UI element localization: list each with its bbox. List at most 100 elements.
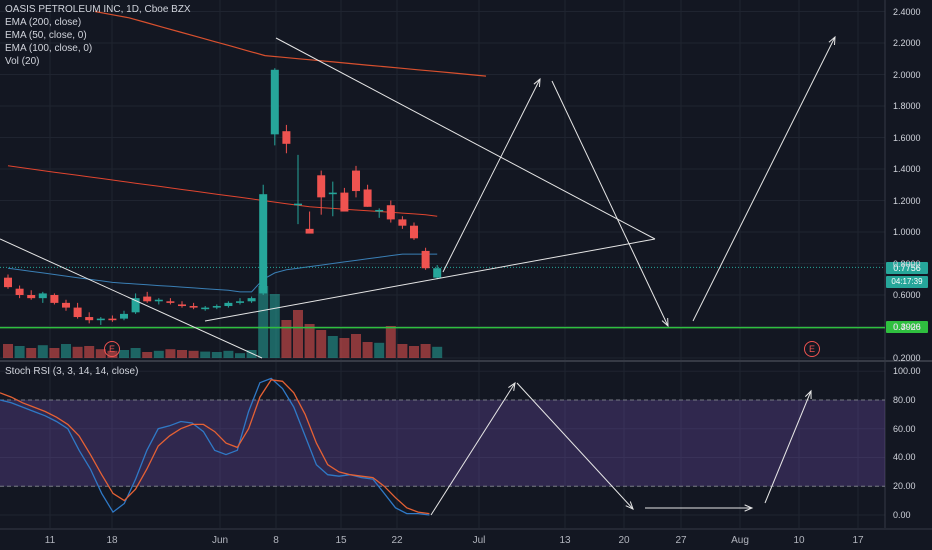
time-tick-label: Jul	[472, 535, 486, 546]
price-tick-label: 1.6000	[893, 132, 921, 143]
projection-arrow-down	[551, 80, 669, 327]
candle-body	[340, 192, 349, 212]
stoch-rsi-label[interactable]: Stoch RSI (3, 3, 14, 14, close)	[5, 366, 139, 377]
earnings-badge[interactable]: E	[104, 341, 120, 357]
indicator-ema100-label[interactable]: EMA (100, close, 0)	[5, 43, 93, 54]
candle-body	[375, 209, 384, 212]
volume-bar	[258, 286, 269, 358]
time-tick-label: 15	[335, 535, 347, 546]
candle-body	[27, 295, 36, 299]
candle-body	[154, 299, 163, 302]
volume-bar	[188, 350, 199, 358]
projection-arrow-up	[442, 78, 541, 273]
stoch-rsi-lines	[0, 377, 430, 516]
ema50-line	[7, 253, 438, 293]
price-tick-label: 2.2000	[893, 38, 921, 48]
candle-body	[73, 307, 82, 318]
candle-body	[189, 306, 198, 308]
candle-body	[96, 318, 105, 321]
volume-bar	[14, 346, 25, 358]
candle-body	[108, 318, 117, 321]
projection-arrow-down-head	[661, 317, 669, 328]
price-tick-label: 1.2000	[893, 195, 921, 206]
earnings-badge-future[interactable]: E	[804, 341, 820, 357]
candle-body	[166, 301, 175, 303]
price-tick-label: 0.8000	[893, 258, 921, 269]
volume-bar	[397, 344, 408, 358]
candlesticks	[4, 68, 442, 325]
indicator-ema50-label[interactable]: EMA (50, close, 0)	[5, 30, 87, 41]
triangle-lower-line	[204, 238, 656, 322]
volume-bar	[374, 342, 385, 358]
volume-bar	[432, 346, 443, 358]
time-tick-label: 22	[391, 535, 403, 546]
candle-body	[212, 306, 221, 308]
indicator-vol-label[interactable]: Vol (20)	[5, 56, 40, 67]
ema100-line	[94, 10, 487, 77]
volume-bars	[3, 286, 443, 358]
volume-bar	[316, 330, 327, 358]
volume-bar	[339, 338, 350, 358]
osc-arrow-up-2	[764, 390, 812, 504]
volume-bar	[327, 336, 338, 358]
stoch-rsi-band	[0, 399, 885, 487]
volume-bar	[246, 350, 257, 358]
volume-bar	[351, 334, 361, 358]
volume-bar	[223, 350, 234, 358]
candle-body	[4, 277, 12, 288]
stoch-d-line	[0, 379, 430, 515]
osc-arrow-up-head	[508, 381, 516, 391]
candle-body	[259, 194, 268, 294]
osc-arrow-down	[516, 382, 634, 510]
time-tick-label: Jun	[211, 535, 229, 546]
candle-body	[201, 307, 210, 310]
price-tick-label: 2.0000	[893, 69, 921, 80]
candle-body	[178, 304, 186, 307]
candle-body	[433, 268, 442, 278]
user-drawings[interactable]	[0, 35, 836, 516]
price-tick-label: 0.2000	[893, 353, 921, 363]
osc-tick-label: 100.00	[893, 366, 921, 377]
volume-bar	[84, 346, 95, 358]
volume-bar	[269, 294, 280, 358]
volume-bar	[95, 349, 106, 358]
volume-bar	[130, 348, 141, 358]
candle-body	[85, 317, 94, 321]
osc-tick-label: 80.00	[893, 394, 916, 405]
last-price-tag: 0.7756	[886, 262, 928, 274]
osc-tick-label: 20.00	[893, 481, 916, 492]
volume-bar	[281, 320, 292, 358]
candle-body	[247, 298, 256, 302]
candle-body	[38, 293, 47, 299]
candle-body	[305, 228, 314, 234]
symbol-title[interactable]: OASIS PETROLEUM INC, 1D, Cboe BZX	[5, 4, 191, 15]
candle-body	[294, 203, 302, 206]
countdown-tag: 04:17:39	[886, 276, 928, 288]
candle-body	[224, 302, 233, 307]
osc-arrow-flat-head	[744, 504, 754, 512]
osc-tick-label: 40.00	[893, 452, 916, 463]
time-tick-label: 13	[559, 535, 571, 546]
candle-body	[317, 175, 326, 198]
volume-bar	[72, 346, 83, 358]
candle-body	[120, 313, 128, 319]
candle-body	[398, 219, 407, 226]
volume-bar	[200, 351, 211, 358]
price-tick-label: 1.4000	[893, 164, 921, 174]
volume-bar	[142, 352, 153, 358]
volume-bar	[119, 350, 129, 358]
downtrend-line-left	[0, 238, 263, 359]
indicator-ema200-label[interactable]: EMA (200, close)	[5, 17, 82, 28]
volume-bar	[37, 345, 48, 358]
price-tick-label: 1.0000	[893, 227, 921, 237]
projection-arrow-up-head	[533, 77, 541, 88]
candle-body	[236, 301, 244, 303]
volume-bar	[385, 326, 396, 358]
candle-body	[270, 69, 279, 135]
support-level-tag: 0.3926	[886, 321, 928, 333]
projection-arrow-up-2	[692, 36, 836, 322]
osc-arrow-up-2-head	[804, 389, 812, 400]
candle-body	[282, 131, 291, 144]
osc-arrow-down-head	[625, 501, 634, 510]
